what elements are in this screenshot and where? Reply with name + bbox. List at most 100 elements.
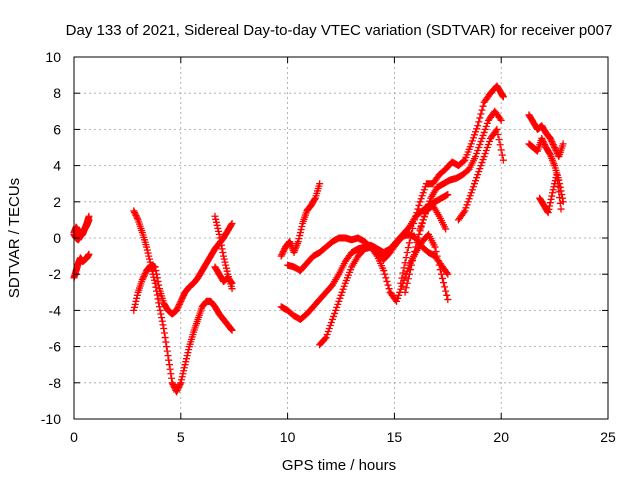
data-point-plus-marker	[333, 303, 341, 311]
data-point-plus-marker	[438, 274, 446, 282]
data-point-plus-marker	[468, 137, 476, 145]
data-point-plus-marker	[177, 297, 185, 305]
y-tick-label: 6	[53, 121, 61, 137]
data-point-plus-marker	[133, 213, 141, 221]
data-point-plus-marker	[218, 245, 226, 253]
data-point-plus-marker	[398, 282, 406, 290]
data-point-plus-marker	[212, 215, 220, 223]
data-point-plus-marker	[336, 294, 344, 302]
data-point-plus-marker	[418, 219, 426, 227]
data-point-plus-marker	[179, 293, 187, 301]
data-point-plus-marker	[178, 296, 186, 304]
data-point-plus-marker	[414, 234, 422, 242]
data-point-plus-marker	[132, 297, 140, 305]
data-point-plus-marker	[150, 273, 158, 281]
data-point-plus-marker	[394, 294, 402, 302]
data-point-plus-marker	[442, 225, 450, 233]
data-point-plus-marker	[473, 125, 481, 133]
x-tick-label: 15	[387, 429, 403, 445]
data-point-plus-marker	[546, 199, 554, 207]
data-point-plus-marker	[442, 287, 450, 295]
data-point-plus-marker	[316, 180, 324, 188]
data-point-plus-marker	[467, 189, 475, 197]
data-point-plus-marker	[460, 157, 468, 165]
y-axis-title: SDTVAR / TECUs	[6, 178, 23, 298]
data-point-plus-marker	[155, 299, 163, 307]
data-point-plus-marker	[437, 270, 445, 278]
data-point-plus-marker	[496, 141, 504, 149]
data-point-plus-marker	[323, 331, 331, 339]
data-point-plus-marker	[220, 255, 228, 263]
data-point-plus-marker	[384, 281, 392, 289]
data-point-plus-marker	[407, 229, 415, 237]
data-point-plus-marker	[444, 191, 452, 199]
data-point-plus-marker	[326, 321, 334, 329]
data-point-plus-marker	[223, 267, 231, 275]
data-point-plus-marker	[473, 174, 481, 182]
data-point-plus-marker	[549, 186, 557, 194]
data-point-plus-marker	[150, 276, 158, 284]
data-point-plus-marker	[482, 147, 490, 155]
data-point-plus-marker	[556, 194, 564, 202]
data-point-plus-marker	[158, 317, 166, 325]
data-point-plus-marker	[393, 297, 401, 305]
data-point-plus-marker	[460, 208, 468, 216]
data-point-plus-marker	[473, 150, 481, 158]
data-point-plus-marker	[144, 249, 152, 257]
data-point-plus-marker	[540, 139, 548, 147]
data-point-plus-marker	[551, 145, 559, 153]
data-point-plus-marker	[477, 137, 485, 145]
data-point-plus-marker	[401, 259, 409, 267]
data-point-plus-marker	[294, 238, 302, 246]
data-point-plus-marker	[153, 291, 161, 299]
data-point-plus-marker	[146, 258, 154, 266]
data-point-plus-marker	[463, 201, 471, 209]
data-point-plus-marker	[227, 278, 235, 286]
data-point-plus-marker	[340, 282, 348, 290]
data-point-plus-marker	[131, 208, 139, 216]
y-tick-label: 0	[53, 230, 61, 246]
data-point-plus-marker	[140, 271, 148, 279]
data-point-plus-marker	[553, 171, 561, 179]
data-point-plus-marker	[403, 279, 411, 287]
data-point-plus-marker	[477, 110, 485, 118]
data-point-plus-marker	[550, 142, 558, 150]
data-point-plus-marker	[541, 140, 549, 148]
data-point-plus-marker	[165, 356, 173, 364]
y-tick-label: -4	[49, 302, 62, 318]
data-point-plus-marker	[133, 294, 141, 302]
data-point-plus-marker	[544, 209, 552, 217]
data-point-plus-marker	[495, 136, 503, 144]
data-point-plus-marker	[497, 146, 505, 154]
data-point-plus-marker	[153, 287, 161, 295]
data-point-plus-marker	[185, 346, 193, 354]
data-point-plus-marker	[492, 127, 500, 135]
data-point-plus-marker	[444, 270, 452, 278]
data-point-plus-marker	[184, 349, 192, 357]
series-arc-7	[211, 263, 236, 287]
data-point-plus-marker	[479, 102, 487, 110]
data-point-plus-marker	[181, 361, 189, 369]
data-point-plus-marker	[420, 186, 428, 194]
data-point-plus-marker	[465, 195, 473, 203]
data-point-plus-marker	[327, 318, 335, 326]
x-tick-label: 10	[280, 429, 296, 445]
data-point-plus-marker	[494, 131, 502, 139]
data-point-plus-marker	[469, 134, 477, 142]
data-point-plus-marker	[156, 306, 164, 314]
data-point-plus-marker	[335, 297, 343, 305]
y-tick-label: 8	[53, 85, 61, 101]
data-point-plus-marker	[546, 150, 554, 158]
data-point-plus-marker	[215, 230, 223, 238]
data-point-plus-marker	[152, 283, 160, 291]
data-point-plus-marker	[180, 291, 188, 299]
data-point-plus-marker	[462, 204, 470, 212]
data-point-plus-marker	[278, 251, 286, 259]
data-point-plus-marker	[217, 241, 225, 249]
data-point-plus-marker	[478, 134, 486, 142]
data-point-plus-marker	[420, 213, 428, 221]
data-point-plus-marker	[214, 224, 222, 232]
data-point-plus-marker	[401, 288, 409, 296]
data-point-plus-marker	[471, 131, 478, 139]
data-point-plus-marker	[85, 250, 93, 258]
